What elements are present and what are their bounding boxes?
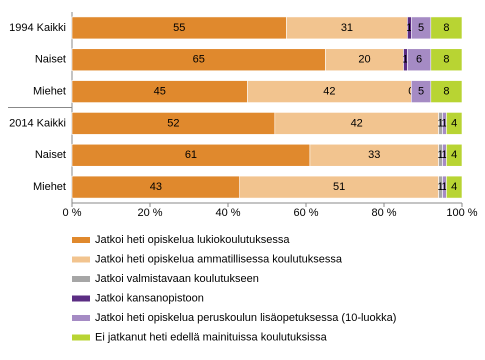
value-label: 6 [416, 54, 422, 66]
value-label: 52 [167, 117, 179, 129]
value-label: 45 [154, 85, 166, 97]
y-tick-label: Naiset [35, 149, 66, 161]
y-tick-label: Miehet [33, 85, 66, 97]
value-label: 8 [443, 54, 449, 66]
value-label: 55 [173, 22, 185, 34]
value-label: 4 [451, 149, 457, 161]
bar-segment [446, 175, 463, 199]
value-label: 31 [341, 22, 353, 34]
legend-swatch [72, 276, 90, 282]
x-tick-label: 20 % [137, 207, 162, 219]
legend-swatch [72, 237, 90, 243]
bar-segment [430, 48, 463, 72]
legend-label: Ei jatkanut heti edellä mainituissa koul… [95, 331, 328, 343]
legend-swatch [72, 315, 90, 321]
bar-segment [446, 112, 463, 135]
y-tick-label: 2014 Kaikki [9, 117, 66, 129]
legend-label: Jatkoi heti opiskelua ammatillisessa kou… [95, 253, 343, 265]
y-tick-label: Naiset [35, 54, 66, 66]
x-tick-label: 80 % [371, 207, 396, 219]
y-tick-label: Miehet [33, 181, 66, 193]
value-label: 61 [185, 149, 197, 161]
value-label: 1 [437, 149, 443, 161]
bar-segment [430, 16, 463, 40]
legend-swatch [72, 256, 90, 263]
value-label: 4 [451, 117, 457, 129]
value-label: 1 [402, 54, 408, 66]
value-label: 43 [150, 181, 162, 193]
x-tick-label: 40 % [215, 207, 240, 219]
value-label: 5 [418, 22, 424, 34]
value-label: 33 [368, 149, 380, 161]
y-tick-label: 1994 Kaikki [9, 22, 66, 34]
value-label: 1 [406, 22, 412, 34]
value-label: 51 [333, 181, 345, 193]
value-label: 1 [441, 117, 447, 129]
legend-label: Jatkoi kansanopistoon [95, 292, 204, 304]
bar-segment [446, 143, 463, 167]
bar-segment [430, 80, 463, 103]
x-tick-label: 100 % [446, 207, 477, 219]
x-tick-label: 60 % [293, 207, 318, 219]
x-tick-label: 0 % [63, 207, 82, 219]
value-label: 8 [443, 85, 449, 97]
value-label: 5 [418, 85, 424, 97]
value-label: 4 [451, 181, 457, 193]
value-label: 1 [437, 181, 443, 193]
value-label: 1 [441, 149, 447, 161]
value-label: 1 [437, 117, 443, 129]
value-label: 65 [193, 54, 205, 66]
value-label: 42 [351, 117, 363, 129]
legend-swatch [72, 334, 90, 341]
legend-swatch [72, 295, 90, 302]
legend-label: Jatkoi valmistavaan koulutukseen [95, 273, 259, 285]
value-label: 42 [323, 85, 335, 97]
legend-label: Jatkoi heti opiskelua peruskoulun lisäop… [95, 312, 396, 324]
value-label: 1 [441, 181, 447, 193]
value-label: 20 [358, 54, 370, 66]
legend-label: Jatkoi heti opiskelua lukiokoulutuksessa [95, 234, 290, 246]
value-label: 8 [443, 22, 449, 34]
